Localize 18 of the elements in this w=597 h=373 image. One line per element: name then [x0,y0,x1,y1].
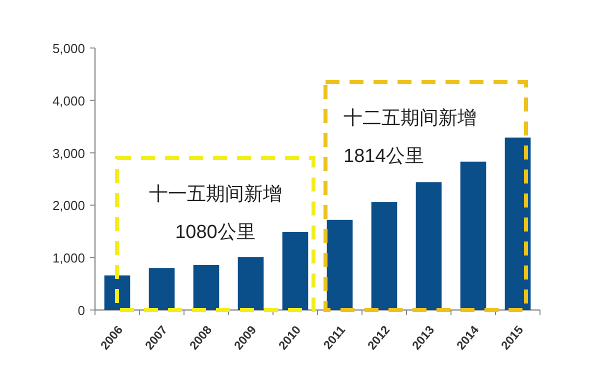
y-tick-label: 1,000 [52,250,85,266]
bar [282,232,308,310]
bar [326,220,353,310]
y-tick-label: 2,000 [52,198,85,214]
annotation: 1814公里 [344,146,424,167]
annotation: 十一五期间新增 [148,183,282,205]
bar [193,264,220,310]
bar [416,182,442,310]
y-tick-label: 4,000 [52,93,85,108]
y-tick-label: 5,000 [52,41,85,56]
y-tick-label: 0 [78,303,85,318]
y-tick-label: 3,000 [52,146,85,161]
bar [460,162,486,310]
annotation: 十二五期间新增 [344,107,476,129]
bar [148,268,175,310]
annotation: 1080公里 [175,222,256,243]
bar [371,202,398,310]
bar [238,257,264,310]
